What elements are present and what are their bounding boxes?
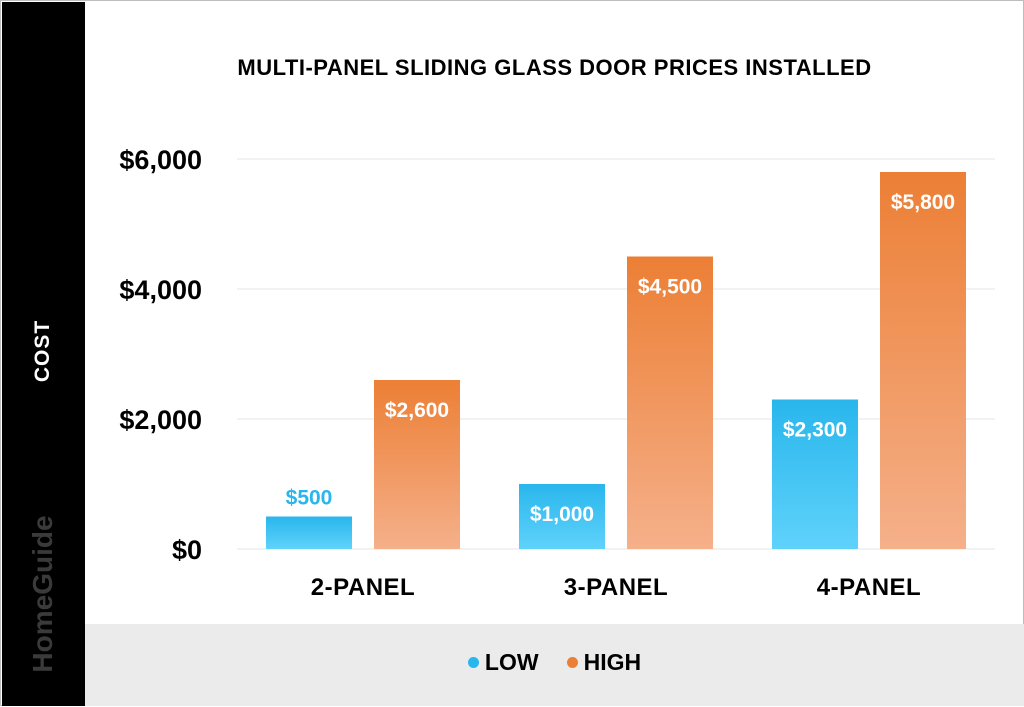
data-label: $1,000 (530, 503, 594, 526)
bar-low-3-panel (519, 484, 605, 549)
legend-item-low: LOW (467, 649, 539, 676)
legend-label-low: LOW (484, 649, 539, 675)
bar-high-4-panel (880, 172, 966, 549)
legend-label-high: HIGH (583, 649, 642, 675)
gridlines (237, 158, 995, 550)
y-tick-labels: $0 $2,000 $4,000 $6,000 (119, 145, 202, 565)
bars (266, 172, 966, 549)
y-tick-label: $2,000 (119, 405, 202, 435)
data-label: $2,300 (783, 419, 847, 442)
data-label: $5,800 (891, 191, 955, 214)
chart-title: MULTI-PANEL SLIDING GLASS DOOR PRICES IN… (237, 55, 872, 80)
sidebar (2, 2, 85, 706)
legend-band (85, 624, 1024, 706)
data-label: $2,600 (385, 399, 449, 422)
legend-marker-high (566, 657, 578, 668)
y-tick-label: $0 (172, 535, 202, 565)
x-tick-label: 4-PANEL (817, 574, 921, 601)
y-tick-label: $6,000 (119, 145, 202, 175)
bar-high-2-panel (374, 380, 460, 549)
x-tick-labels: 2-PANEL 3-PANEL 4-PANEL (311, 574, 921, 601)
data-labels: $500 $1,000 $2,300 $2,600 $4,500 $5,800 (286, 191, 955, 526)
bar-high-3-panel (627, 256, 713, 549)
bar-low-2-panel (266, 516, 352, 549)
data-label: $4,500 (638, 276, 702, 299)
data-label: $500 (286, 487, 333, 510)
y-tick-label: $4,000 (119, 275, 202, 305)
bar-low-4-panel (772, 399, 858, 549)
legend: LOW HIGH (85, 649, 1024, 676)
x-tick-label: 2-PANEL (311, 574, 415, 601)
x-tick-label: 3-PANEL (564, 574, 668, 601)
legend-item-high: HIGH (566, 649, 642, 676)
legend-marker-low (467, 657, 479, 668)
